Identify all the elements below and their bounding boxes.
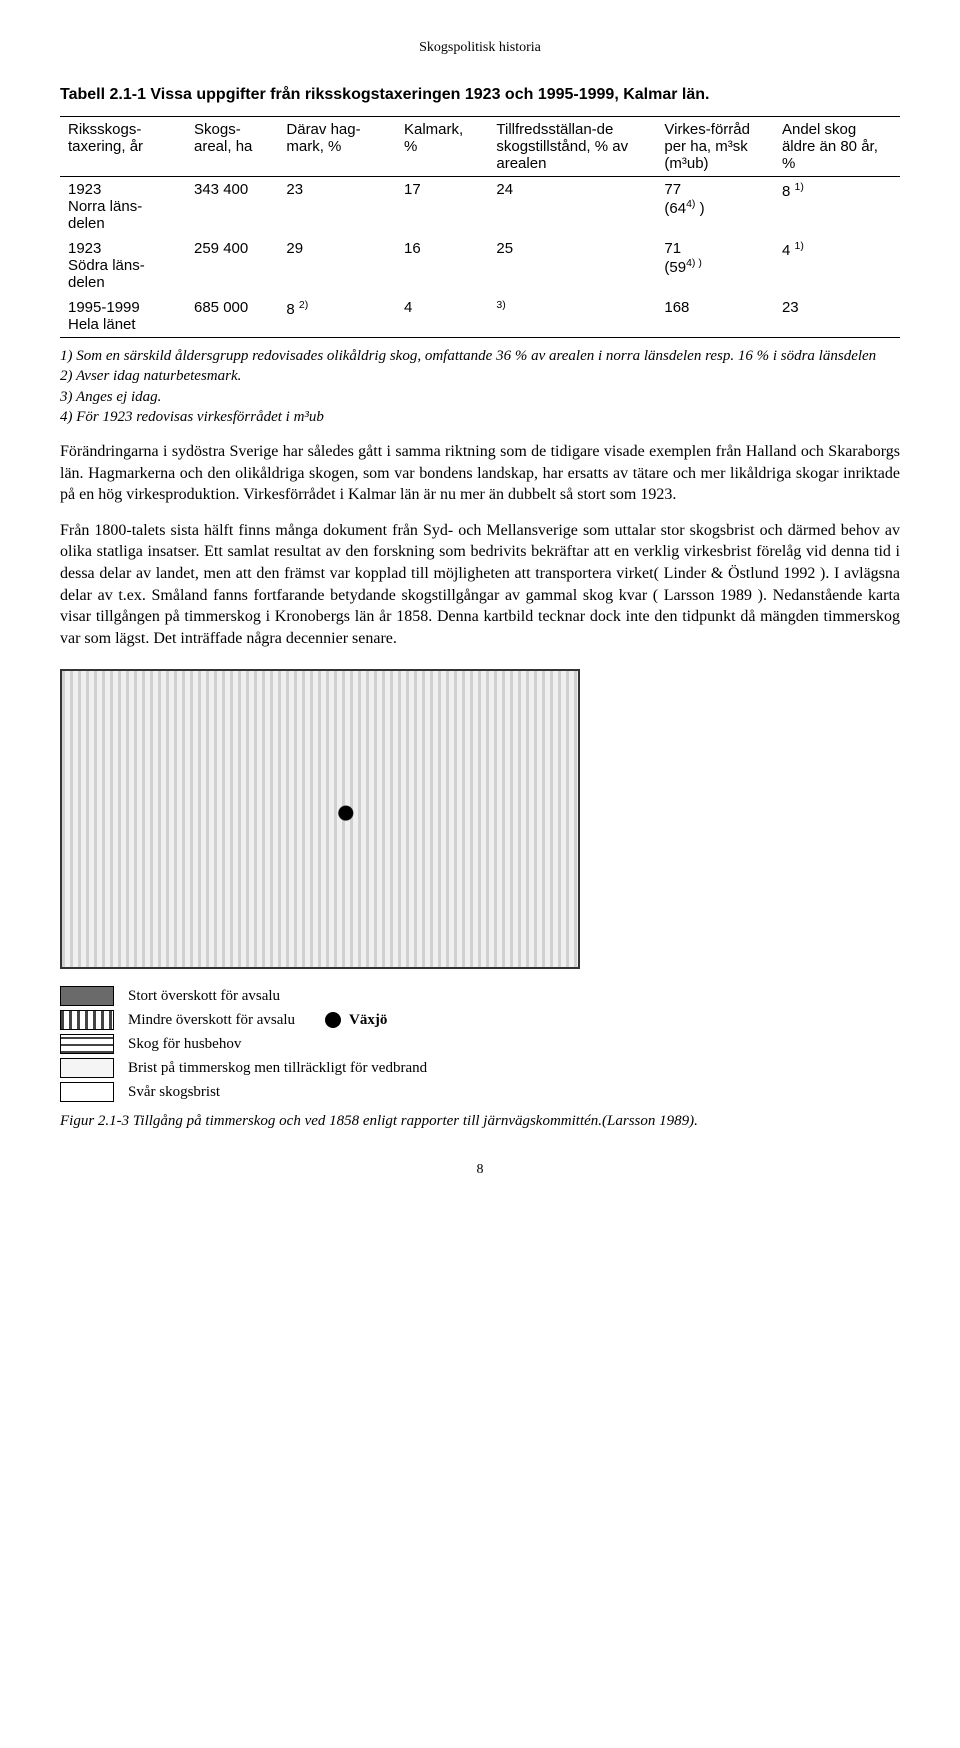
cell: 24	[488, 177, 656, 237]
marker-dot-icon	[325, 1012, 341, 1028]
col-header: Virkes-förråd per ha, m³sk (m³ub)	[656, 117, 774, 177]
table-row: 1923 Norra läns-delen 343 400 23 17 24 7…	[60, 177, 900, 237]
legend-item: Brist på timmerskog men tillräckligt för…	[60, 1058, 900, 1078]
cell: 71 (594) )	[656, 236, 774, 295]
table-row: 1995-1999 Hela länet 685 000 8 2) 4 3) 1…	[60, 295, 900, 338]
legend-item: Skog för husbehov	[60, 1034, 900, 1054]
footnote: 1) Som en särskild åldersgrupp redovisad…	[60, 346, 900, 366]
body-paragraph: Från 1800-talets sista hälft finns många…	[60, 520, 900, 650]
cell: 1923 Norra läns-delen	[60, 177, 186, 237]
cell: 1995-1999 Hela länet	[60, 295, 186, 338]
cell: 4	[396, 295, 488, 338]
col-header: Skogs-areal, ha	[186, 117, 278, 177]
col-header: Riksskogs-taxering, år	[60, 117, 186, 177]
footnote: 3) Anges ej idag.	[60, 387, 900, 407]
cell: 23	[278, 177, 396, 237]
cell: 1923 Södra läns-delen	[60, 236, 186, 295]
table-row: 1923 Södra läns-delen 259 400 29 16 25 7…	[60, 236, 900, 295]
legend-swatch	[60, 1082, 114, 1102]
marker-label: Växjö	[349, 1012, 387, 1029]
cell: 8 1)	[774, 177, 900, 237]
col-header: Kalmark, %	[396, 117, 488, 177]
legend-swatch	[60, 1034, 114, 1054]
body-paragraph: Förändringarna i sydöstra Sverige har så…	[60, 441, 900, 506]
figure: Stort överskott för avsalu Mindre översk…	[60, 669, 900, 1132]
legend-item: Stort överskott för avsalu	[60, 986, 900, 1006]
cell: 25	[488, 236, 656, 295]
cell: 23	[774, 295, 900, 338]
legend-label: Mindre överskott för avsalu	[128, 1012, 295, 1029]
cell: 29	[278, 236, 396, 295]
figure-caption: Figur 2.1-3 Tillgång på timmerskog och v…	[60, 1112, 900, 1132]
cell: 17	[396, 177, 488, 237]
cell: 3)	[488, 295, 656, 338]
col-header: Därav hag-mark, %	[278, 117, 396, 177]
legend-label: Svår skogsbrist	[128, 1084, 220, 1101]
legend-label: Skog för husbehov	[128, 1036, 241, 1053]
legend-swatch	[60, 986, 114, 1006]
cell: 685 000	[186, 295, 278, 338]
footnote: 4) För 1923 redovisas virkesförrådet i m…	[60, 407, 900, 427]
table-footnotes: 1) Som en särskild åldersgrupp redovisad…	[60, 346, 900, 427]
cell: 259 400	[186, 236, 278, 295]
data-table: Riksskogs-taxering, år Skogs-areal, ha D…	[60, 116, 900, 338]
page-number: 8	[60, 1162, 900, 1178]
map-placeholder	[60, 669, 580, 969]
legend-item: Mindre överskott för avsalu Växjö	[60, 1010, 900, 1030]
map-legend: Stort överskott för avsalu Mindre översk…	[60, 986, 900, 1102]
cell: 343 400	[186, 177, 278, 237]
cell: 16	[396, 236, 488, 295]
col-header: Tillfredsställan-de skogstillstånd, % av…	[488, 117, 656, 177]
running-header: Skogspolitisk historia	[60, 40, 900, 56]
legend-label: Brist på timmerskog men tillräckligt för…	[128, 1060, 427, 1077]
cell: 4 1)	[774, 236, 900, 295]
footnote: 2) Avser idag naturbetesmark.	[60, 366, 900, 386]
legend-label: Stort överskott för avsalu	[128, 988, 280, 1005]
cell: 168	[656, 295, 774, 338]
legend-swatch	[60, 1058, 114, 1078]
cell: 77 (644) )	[656, 177, 774, 237]
col-header: Andel skog äldre än 80 år, %	[774, 117, 900, 177]
cell: 8 2)	[278, 295, 396, 338]
table-title: Tabell 2.1-1 Vissa uppgifter från rikssk…	[60, 86, 900, 104]
legend-item: Svår skogsbrist	[60, 1082, 900, 1102]
legend-swatch	[60, 1010, 114, 1030]
